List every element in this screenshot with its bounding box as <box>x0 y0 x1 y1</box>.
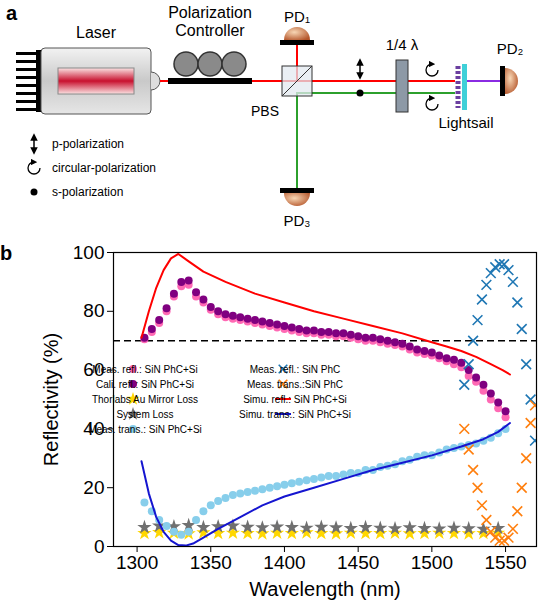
svg-text:Meas. trans.:SiN PhC: Meas. trans.:SiN PhC <box>247 379 343 390</box>
svg-text:circular-polarization: circular-polarization <box>52 161 156 175</box>
svg-text:80: 80 <box>83 300 104 321</box>
svg-text:b: b <box>0 242 12 264</box>
svg-text:Wavelength (nm): Wavelength (nm) <box>249 578 401 600</box>
svg-text:1500: 1500 <box>411 552 453 573</box>
svg-text:s-polarization: s-polarization <box>52 185 123 199</box>
svg-text:Meas. refl.: SiN PhC+Si: Meas. refl.: SiN PhC+Si <box>92 364 197 375</box>
svg-text:PD₁: PD₁ <box>284 8 310 25</box>
svg-text:Reflectivity (%): Reflectivity (%) <box>40 333 62 466</box>
svg-text:a: a <box>6 2 18 24</box>
svg-text:60: 60 <box>83 359 105 381</box>
svg-text:Simu. trans.: SiN PhC+Si: Simu. trans.: SiN PhC+Si <box>239 409 351 420</box>
svg-text:PBS: PBS <box>251 103 279 119</box>
svg-text:Controller: Controller <box>175 22 245 39</box>
svg-text:1550: 1550 <box>484 552 526 573</box>
svg-text:p-polarization: p-polarization <box>52 137 124 151</box>
svg-text:Thorlabs Au Mirror Loss: Thorlabs Au Mirror Loss <box>92 394 198 405</box>
svg-text:Cali. refl.: SiN PhC+Si: Cali. refl.: SiN PhC+Si <box>96 379 194 390</box>
svg-text:20: 20 <box>83 477 104 498</box>
svg-text:40: 40 <box>83 418 105 439</box>
svg-text:PD₂: PD₂ <box>497 40 524 57</box>
svg-text:100: 100 <box>73 242 105 263</box>
svg-text:Lightsail: Lightsail <box>438 114 493 131</box>
svg-text:Meas. trans.: SiN PhC+Si: Meas. trans.: SiN PhC+Si <box>88 424 202 435</box>
svg-text:0: 0 <box>94 536 105 557</box>
svg-text:1350: 1350 <box>190 552 232 573</box>
svg-text:Simu. refl.: SiN PhC+Si: Simu. refl.: SiN PhC+Si <box>243 394 347 405</box>
svg-text:System Loss: System Loss <box>116 409 173 420</box>
svg-text:1/4 λ: 1/4 λ <box>386 36 419 53</box>
svg-text:PD₃: PD₃ <box>284 212 311 229</box>
svg-text:1400: 1400 <box>263 552 305 573</box>
svg-text:Laser: Laser <box>76 24 117 41</box>
svg-text:1300: 1300 <box>116 552 158 573</box>
svg-text:Polarization: Polarization <box>168 4 252 21</box>
svg-text:1450: 1450 <box>337 552 379 573</box>
svg-text:Meas. refl.: SiN PhC: Meas. refl.: SiN PhC <box>250 364 341 375</box>
